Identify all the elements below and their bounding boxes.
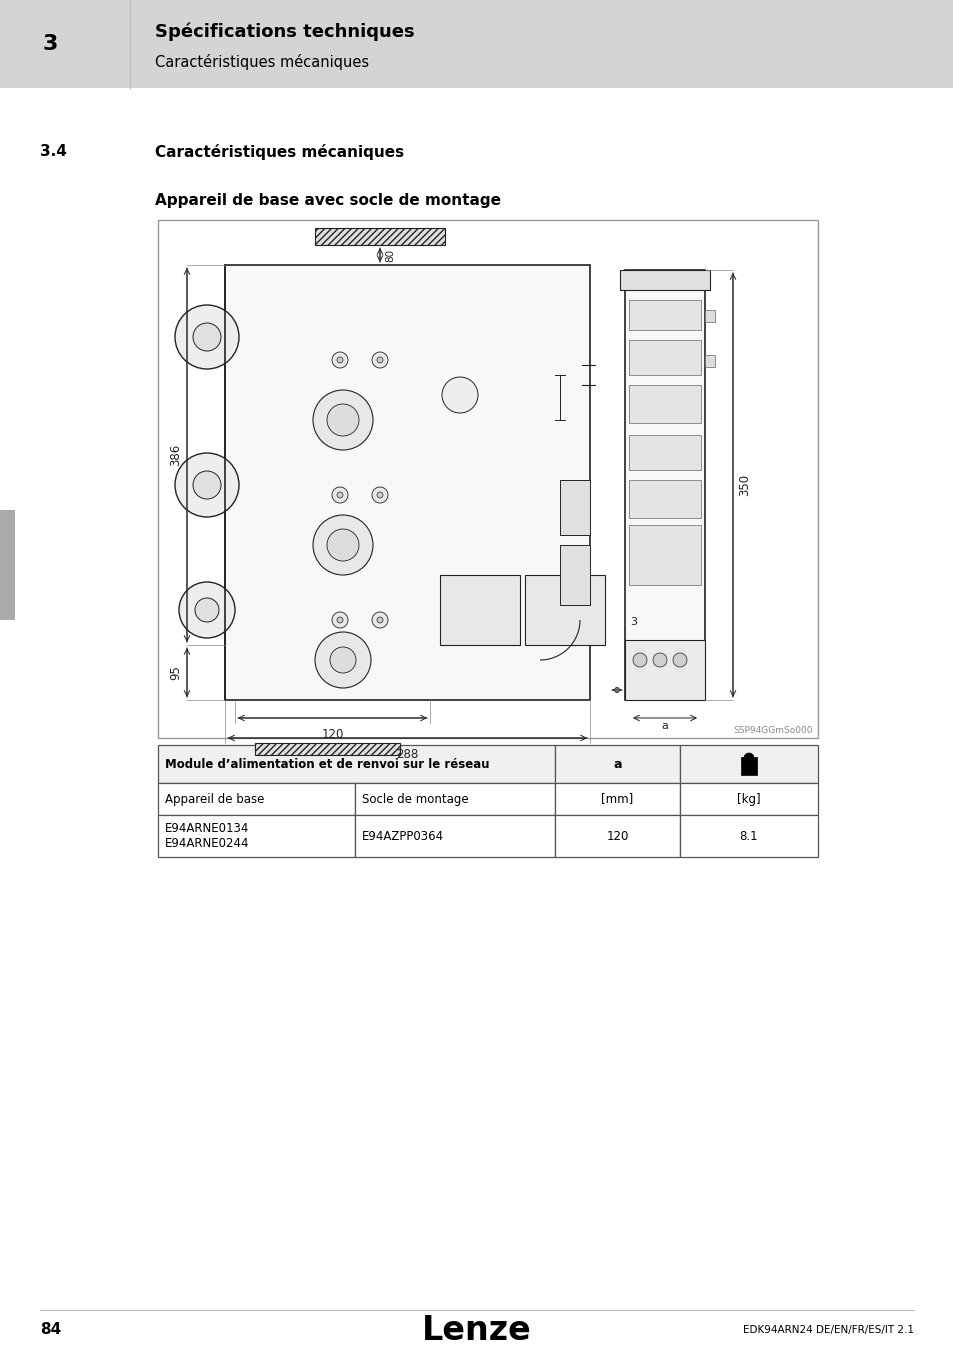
Text: E94ARNE0134
E94ARNE0244: E94ARNE0134 E94ARNE0244 bbox=[165, 822, 250, 850]
Bar bbox=[355, 815, 555, 857]
Bar bbox=[355, 783, 555, 815]
Text: E94AZPP0364: E94AZPP0364 bbox=[361, 829, 444, 842]
Bar bbox=[679, 815, 817, 857]
Bar bbox=[628, 340, 700, 375]
Circle shape bbox=[633, 653, 646, 667]
Text: a: a bbox=[660, 721, 668, 730]
Text: Lenze: Lenze bbox=[421, 1314, 532, 1346]
Circle shape bbox=[372, 352, 388, 369]
Text: Appareil de base: Appareil de base bbox=[165, 792, 264, 806]
Text: 288: 288 bbox=[395, 748, 418, 761]
Bar bbox=[628, 525, 700, 585]
Bar bbox=[628, 300, 700, 329]
Bar bbox=[555, 745, 679, 783]
Circle shape bbox=[441, 377, 477, 413]
Text: a: a bbox=[613, 757, 621, 771]
Bar bbox=[619, 270, 709, 290]
Circle shape bbox=[174, 454, 239, 517]
Text: 8.1: 8.1 bbox=[739, 829, 758, 842]
Text: 3: 3 bbox=[42, 34, 57, 54]
Circle shape bbox=[313, 514, 373, 575]
Bar bbox=[559, 545, 589, 605]
Text: EDK94ARN24 DE/EN/FR/ES/IT 2.1: EDK94ARN24 DE/EN/FR/ES/IT 2.1 bbox=[742, 1324, 913, 1335]
Bar bbox=[628, 435, 700, 470]
Bar bbox=[0, 0, 953, 88]
Bar bbox=[628, 481, 700, 518]
Circle shape bbox=[313, 390, 373, 450]
Text: [mm]: [mm] bbox=[600, 792, 633, 806]
Text: Appareil de base avec socle de montage: Appareil de base avec socle de montage bbox=[154, 193, 500, 208]
Circle shape bbox=[193, 471, 221, 500]
Bar bbox=[679, 783, 817, 815]
Bar bbox=[158, 783, 355, 815]
Circle shape bbox=[336, 356, 343, 363]
Text: 386: 386 bbox=[169, 444, 182, 466]
Text: 3.4: 3.4 bbox=[40, 144, 67, 159]
Bar bbox=[439, 575, 519, 645]
Text: 120: 120 bbox=[606, 829, 628, 842]
Circle shape bbox=[372, 612, 388, 628]
Circle shape bbox=[327, 404, 358, 436]
Text: 120: 120 bbox=[321, 728, 343, 741]
Circle shape bbox=[193, 323, 221, 351]
Text: 350: 350 bbox=[738, 474, 750, 495]
Circle shape bbox=[314, 632, 371, 688]
Text: 3: 3 bbox=[629, 617, 637, 626]
Bar bbox=[555, 815, 679, 857]
Text: 80: 80 bbox=[385, 248, 395, 262]
Circle shape bbox=[376, 617, 382, 622]
Text: 95: 95 bbox=[169, 666, 182, 680]
Bar bbox=[158, 220, 817, 738]
Text: 84: 84 bbox=[40, 1323, 61, 1338]
Circle shape bbox=[179, 582, 234, 639]
Bar bbox=[704, 355, 714, 367]
Bar bbox=[740, 757, 757, 775]
Circle shape bbox=[336, 617, 343, 622]
Circle shape bbox=[743, 753, 753, 763]
Bar bbox=[524, 575, 604, 645]
Bar bbox=[0, 510, 15, 620]
Bar bbox=[559, 481, 589, 535]
Text: SSP94GGmSo000: SSP94GGmSo000 bbox=[733, 726, 812, 734]
Circle shape bbox=[672, 653, 686, 667]
Circle shape bbox=[376, 356, 382, 363]
Bar bbox=[745, 759, 751, 765]
Bar bbox=[679, 745, 817, 783]
Bar bbox=[624, 270, 704, 701]
Circle shape bbox=[332, 612, 348, 628]
Bar bbox=[555, 783, 679, 815]
Circle shape bbox=[332, 352, 348, 369]
Circle shape bbox=[652, 653, 666, 667]
Bar bbox=[704, 310, 714, 323]
Text: Module d’alimentation et de renvoi sur le réseau: Module d’alimentation et de renvoi sur l… bbox=[165, 757, 489, 771]
Text: [kg]: [kg] bbox=[737, 792, 760, 806]
Bar bbox=[254, 743, 399, 755]
Bar bbox=[624, 640, 704, 701]
Bar bbox=[158, 815, 355, 857]
Circle shape bbox=[332, 487, 348, 504]
Circle shape bbox=[174, 305, 239, 369]
Circle shape bbox=[372, 487, 388, 504]
Circle shape bbox=[194, 598, 219, 622]
Text: Caractéristiques mécaniques: Caractéristiques mécaniques bbox=[154, 54, 369, 70]
Circle shape bbox=[336, 491, 343, 498]
Bar bbox=[314, 228, 444, 244]
Bar bbox=[628, 385, 700, 423]
Text: Spécifications techniques: Spécifications techniques bbox=[154, 23, 415, 42]
Text: Socle de montage: Socle de montage bbox=[361, 792, 468, 806]
Circle shape bbox=[376, 491, 382, 498]
Bar bbox=[158, 745, 555, 783]
Circle shape bbox=[330, 647, 355, 674]
Text: Caractéristiques mécaniques: Caractéristiques mécaniques bbox=[154, 144, 404, 161]
Bar bbox=[225, 265, 589, 701]
Circle shape bbox=[327, 529, 358, 562]
